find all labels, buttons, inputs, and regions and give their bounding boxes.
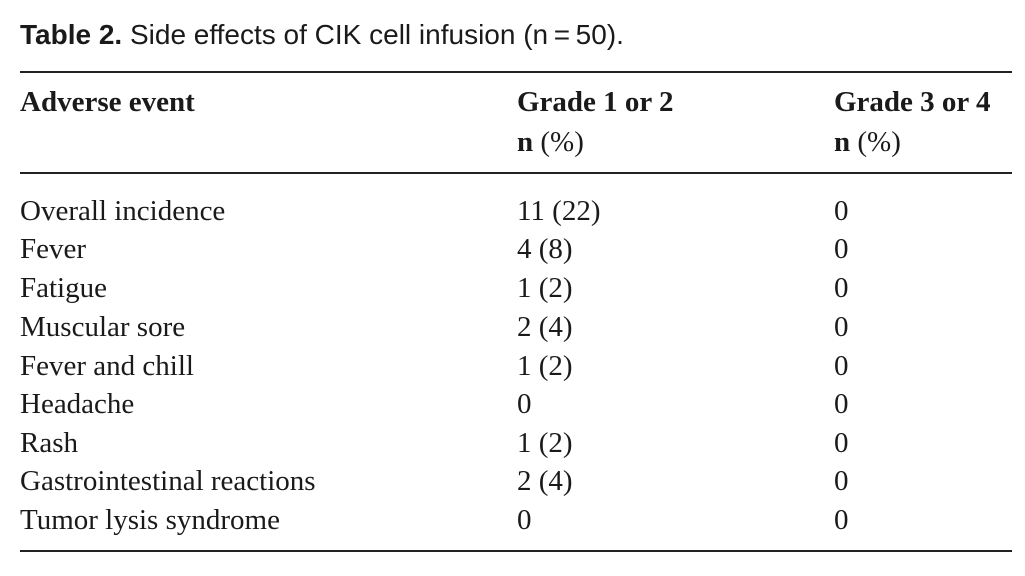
header-adverse-event-label: Adverse event (20, 86, 195, 118)
header-grade-3-4-n: n (834, 126, 851, 158)
cell-grade-3-4: 0 (834, 272, 849, 304)
cell-adverse-event: Fever and chill (20, 350, 194, 382)
cell-adverse-event: Fatigue (20, 272, 107, 304)
table-row: Muscular sore 2 (4) 0 (0, 308, 1025, 346)
cell-adverse-event: Headache (20, 388, 135, 420)
table-caption-label: Table 2. (20, 19, 123, 50)
table-row: Fever and chill 1 (2) 0 (0, 347, 1025, 385)
table-header-rule (20, 172, 1012, 174)
cell-grade-3-4: 0 (834, 311, 849, 343)
table-row: Gastrointestinal reactions 2 (4) 0 (0, 462, 1025, 500)
cell-grade-3-4: 0 (834, 233, 849, 265)
cell-grade-1-2: 1 (2) (517, 272, 573, 304)
header-grade-1-2-unit: n (%) (517, 124, 584, 160)
table-row: Rash 1 (2) 0 (0, 424, 1025, 462)
cell-adverse-event: Gastrointestinal reactions (20, 465, 316, 497)
header-adverse-event: Adverse event (20, 84, 195, 120)
cell-grade-3-4: 0 (834, 350, 849, 382)
table-row: Headache 0 0 (0, 385, 1025, 423)
cell-grade-1-2: 11 (22) (517, 195, 601, 227)
cell-grade-3-4: 0 (834, 388, 849, 420)
table-caption-text: Side effects of CIK cell infusion (n = 5… (129, 19, 624, 50)
table-top-rule (20, 71, 1012, 73)
table-row: Tumor lysis syndrome 0 0 (0, 501, 1025, 539)
header-grade-1-2-label: Grade 1 or 2 (517, 86, 674, 118)
cell-grade-1-2: 2 (4) (517, 311, 573, 343)
table-row: Overall incidence 11 (22) 0 (0, 192, 1025, 230)
header-grade-3-4: Grade 3 or 4 (834, 84, 991, 120)
cell-grade-1-2: 0 (517, 388, 532, 420)
table-row: Fever 4 (8) 0 (0, 230, 1025, 268)
header-grade-3-4-label: Grade 3 or 4 (834, 86, 991, 118)
cell-grade-1-2: 1 (2) (517, 350, 573, 382)
cell-grade-1-2: 4 (8) (517, 233, 573, 265)
header-grade-1-2-pct: (%) (540, 126, 584, 158)
cell-adverse-event: Muscular sore (20, 311, 186, 343)
header-grade-1-2-n: n (517, 126, 534, 158)
header-grade-3-4-pct: (%) (857, 126, 901, 158)
table-caption: Table 2. Side effects of CIK cell infusi… (20, 18, 624, 52)
header-grade-1-2: Grade 1 or 2 (517, 84, 674, 120)
cell-adverse-event: Overall incidence (20, 195, 226, 227)
cell-grade-1-2: 0 (517, 504, 532, 536)
cell-grade-3-4: 0 (834, 195, 849, 227)
table-bottom-rule (20, 550, 1012, 552)
cell-adverse-event: Rash (20, 427, 78, 459)
cell-grade-3-4: 0 (834, 427, 849, 459)
cell-grade-3-4: 0 (834, 465, 849, 497)
cell-grade-3-4: 0 (834, 504, 849, 536)
table-row: Fatigue 1 (2) 0 (0, 269, 1025, 307)
header-grade-3-4-unit: n (%) (834, 124, 901, 160)
cell-adverse-event: Tumor lysis syndrome (20, 504, 280, 536)
cell-adverse-event: Fever (20, 233, 87, 265)
cell-grade-1-2: 2 (4) (517, 465, 573, 497)
cell-grade-1-2: 1 (2) (517, 427, 573, 459)
